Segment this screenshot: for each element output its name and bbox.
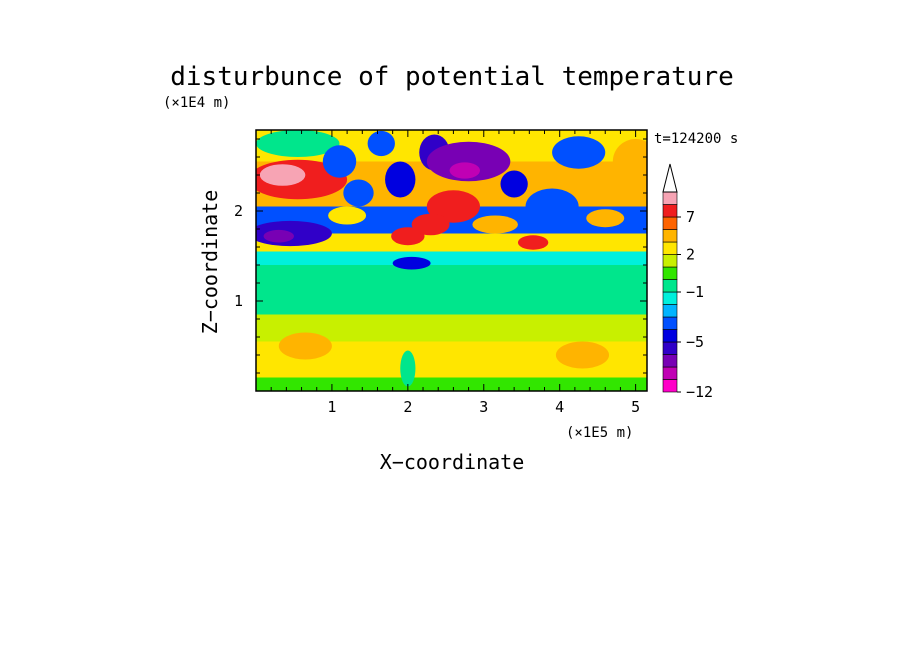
field-blob-16 xyxy=(472,215,518,234)
field-blob-1 xyxy=(259,164,306,186)
field-blob-19 xyxy=(525,188,579,225)
field-band-5 xyxy=(256,251,647,265)
y-unit-label: (×1E4 m) xyxy=(163,95,230,111)
colorbar-tick-label: 2 xyxy=(686,246,695,264)
colorbar-swatch xyxy=(662,291,678,305)
field-blob-20 xyxy=(552,136,606,169)
x-tick-label: 5 xyxy=(631,398,640,416)
y-tick-label: 2 xyxy=(234,202,243,220)
field-blob-12 xyxy=(426,190,480,223)
colorbar-tick-label: −5 xyxy=(686,333,704,351)
colorbar-swatch xyxy=(662,204,678,218)
field-blob-22 xyxy=(612,139,647,184)
y-tick-label: 1 xyxy=(234,292,243,310)
x-axis-label: X−coordinate xyxy=(380,450,525,474)
field-band-0 xyxy=(256,377,647,391)
field-blob-7 xyxy=(328,206,367,225)
field-band-4 xyxy=(256,265,647,283)
field-blob-9 xyxy=(385,161,416,198)
field-blob-23 xyxy=(392,256,431,270)
colorbar-swatch xyxy=(662,379,678,393)
y-axis-label: Z−coordinate xyxy=(198,190,222,335)
colorbar-tick-label: 7 xyxy=(686,208,695,226)
colorbar-tick-label: −1 xyxy=(686,283,704,301)
field-blob-14 xyxy=(426,141,511,182)
field-blob-6 xyxy=(343,179,374,207)
field-band-3 xyxy=(256,283,647,315)
x-unit-label: (×1E5 m) xyxy=(566,425,633,441)
field-blob-3 xyxy=(263,229,294,243)
field-blob-18 xyxy=(517,235,549,250)
colorbar-tick-label: −12 xyxy=(686,383,713,401)
colorbar-swatch xyxy=(662,266,678,280)
field-band-6 xyxy=(256,233,647,252)
colorbar-swatch xyxy=(662,316,678,330)
colorbar-swatch xyxy=(662,254,678,268)
colorbar-swatch xyxy=(662,304,678,318)
colorbar: 7 2 −1 −5 −12 xyxy=(662,163,713,401)
field-blob-8 xyxy=(367,130,395,157)
field-blob-5 xyxy=(322,145,357,178)
colorbar-swatch xyxy=(662,354,678,368)
axes: 1 2 3 4 5 1 2 xyxy=(234,129,648,416)
field-blob-17 xyxy=(500,170,528,198)
x-tick-label: 1 xyxy=(327,398,336,416)
x-tick-label: 2 xyxy=(403,398,412,416)
field-blob-4 xyxy=(256,130,340,157)
field-blob-24 xyxy=(278,332,332,360)
colorbar-swatch xyxy=(662,229,678,243)
field-blob-21 xyxy=(586,209,625,228)
colorbar-swatch xyxy=(662,366,678,380)
colorbar-swatch xyxy=(662,191,678,205)
x-tick-label: 3 xyxy=(479,398,488,416)
time-label: t=124200 s xyxy=(654,131,738,147)
field-blob-26 xyxy=(400,350,416,387)
plot-frame xyxy=(255,129,648,392)
colorbar-swatch xyxy=(662,241,678,255)
plot-area xyxy=(256,130,647,391)
field-blob-25 xyxy=(555,341,610,369)
chart-title: disturbunce of potential temperature xyxy=(170,62,734,92)
field-blob-10 xyxy=(391,227,425,246)
field-blob-15 xyxy=(449,162,480,179)
colorbar-extend-arrow xyxy=(662,163,678,193)
colorbar-swatch xyxy=(662,216,678,230)
colorbar-swatch xyxy=(662,279,678,293)
colorbar-swatch xyxy=(662,341,678,355)
colorbar-swatch xyxy=(662,329,678,343)
field-blob-13 xyxy=(411,213,450,236)
x-tick-label: 4 xyxy=(555,398,564,416)
